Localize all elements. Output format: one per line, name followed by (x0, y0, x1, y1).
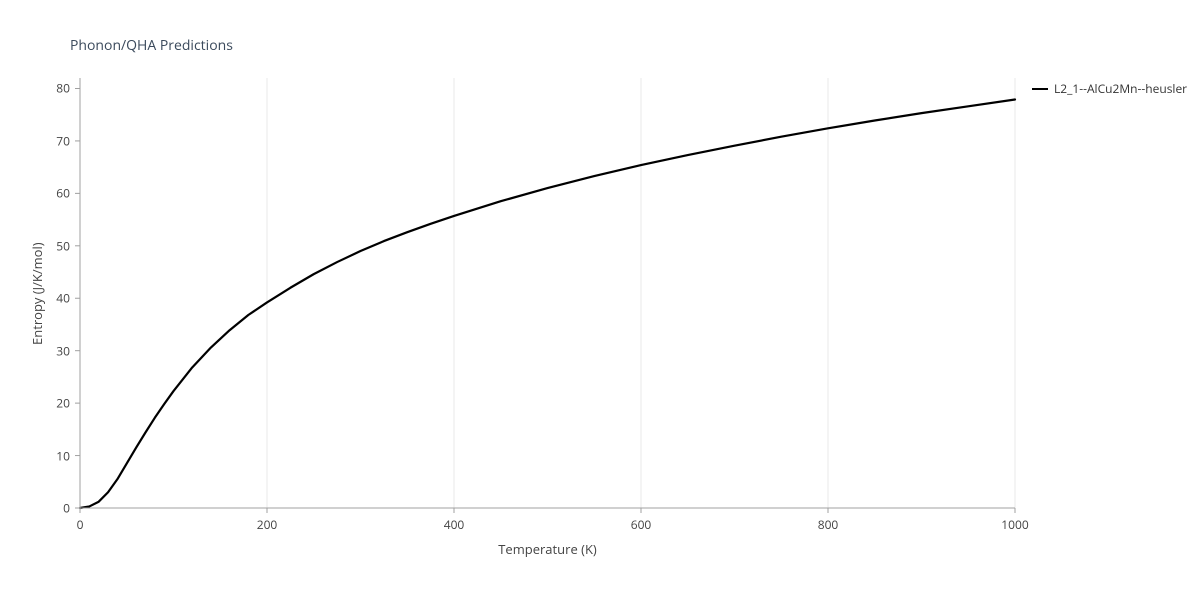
chart-plot (0, 0, 1200, 600)
legend-item[interactable]: L2_1--AlCu2Mn--heusler (1032, 80, 1187, 97)
x-tick-label: 1000 (1001, 516, 1028, 533)
x-tick-label: 600 (631, 516, 652, 533)
y-axis-label: Entropy (J/K/mol) (28, 242, 46, 345)
x-tick-label: 400 (444, 516, 465, 533)
y-tick-label: 80 (56, 80, 70, 97)
y-tick-label: 20 (56, 395, 70, 412)
y-tick-label: 60 (56, 185, 70, 202)
x-tick-label: 200 (257, 516, 278, 533)
series-line (80, 100, 1015, 509)
x-tick-label: 800 (818, 516, 839, 533)
y-tick-label: 50 (56, 237, 70, 254)
legend-swatch-icon (1032, 84, 1048, 94)
x-tick-label: 0 (77, 516, 84, 533)
y-tick-label: 0 (63, 500, 70, 517)
legend: L2_1--AlCu2Mn--heusler (1032, 80, 1187, 97)
x-axis-label: Temperature (K) (498, 540, 597, 558)
y-tick-label: 10 (56, 447, 70, 464)
chart-title: Phonon/QHA Predictions (70, 36, 233, 55)
legend-label: L2_1--AlCu2Mn--heusler (1054, 80, 1187, 97)
y-tick-label: 30 (56, 342, 70, 359)
chart-container: Phonon/QHA Predictions Entropy (J/K/mol)… (0, 0, 1200, 600)
y-tick-label: 40 (56, 290, 70, 307)
y-tick-label: 70 (56, 132, 70, 149)
